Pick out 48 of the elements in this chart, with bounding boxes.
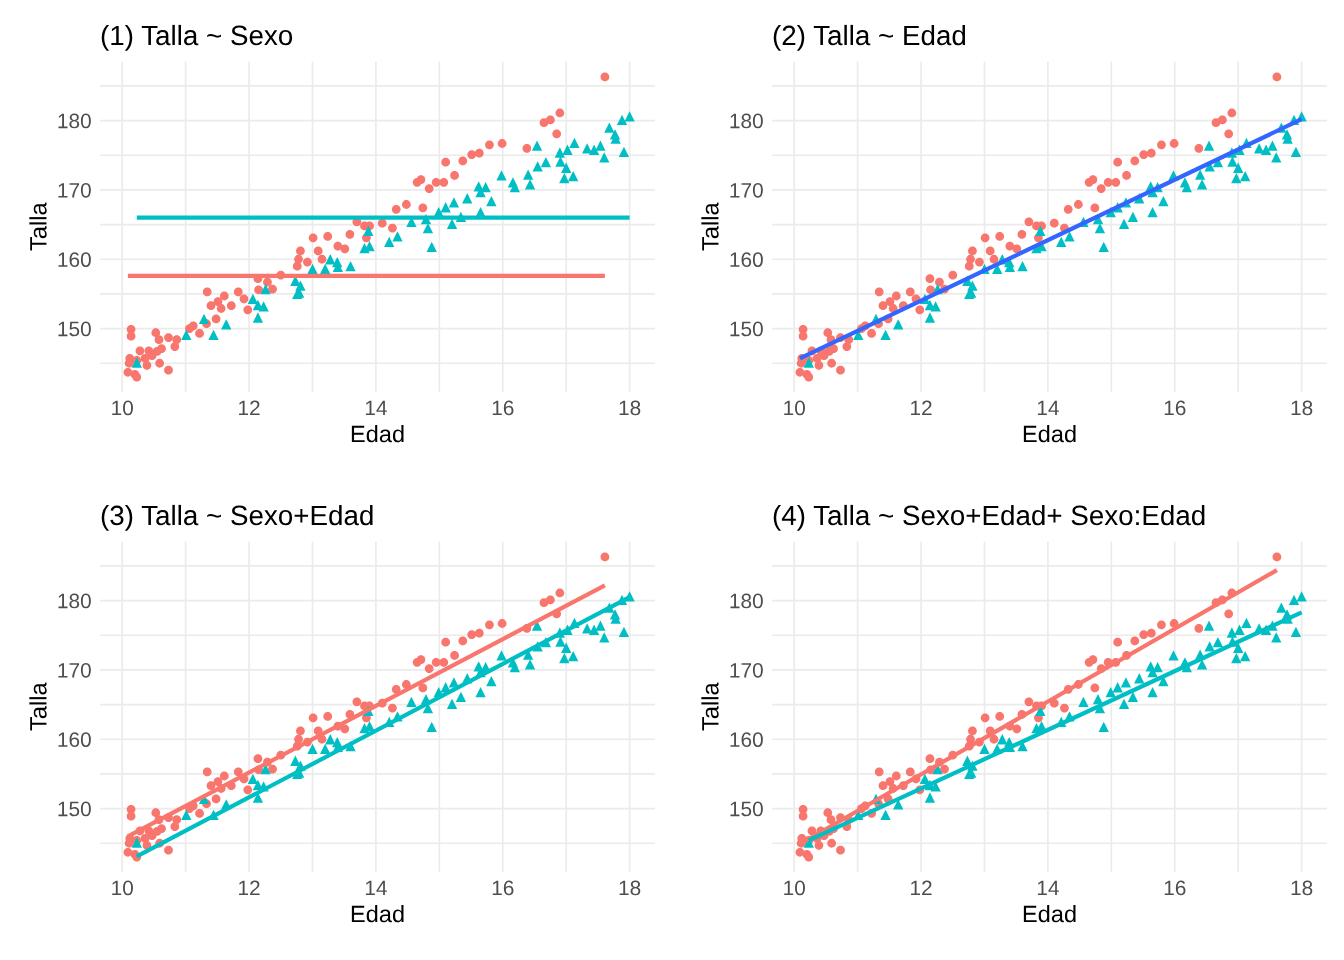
x-axis-title: Edad bbox=[351, 904, 404, 923]
y-tick-label: 160 bbox=[58, 732, 91, 748]
x-tick-label: 10 bbox=[112, 880, 133, 896]
x-tick-label: 10 bbox=[112, 400, 133, 416]
y-tick-label: 180 bbox=[730, 113, 763, 129]
x-tick-label: 16 bbox=[1164, 880, 1186, 896]
y-tick-label: 170 bbox=[730, 662, 763, 678]
x-tick-label: 10 bbox=[784, 880, 805, 896]
x-axis-title: Edad bbox=[351, 424, 404, 443]
x-tick-label: 12 bbox=[239, 400, 260, 416]
x-tick-label: 18 bbox=[619, 880, 641, 896]
y-tick-label: 150 bbox=[58, 321, 91, 337]
y-tick-label: 170 bbox=[58, 182, 91, 198]
chart-title: (4) Talla ~ Sexo+Edad+ Sexo:Edad bbox=[773, 504, 1205, 531]
x-tick-label: 14 bbox=[1037, 880, 1059, 896]
y-tick-label: 160 bbox=[730, 252, 763, 268]
chart-title: (2) Talla ~ Edad bbox=[773, 24, 966, 51]
y-tick-label: 150 bbox=[730, 801, 763, 817]
x-tick-label: 16 bbox=[1164, 400, 1186, 416]
x-axis-title: Edad bbox=[1023, 424, 1076, 443]
y-axis-title: Talla bbox=[701, 202, 719, 251]
x-tick-label: 14 bbox=[365, 880, 387, 896]
y-axis-title: Talla bbox=[29, 682, 47, 731]
x-tick-label: 18 bbox=[1291, 400, 1313, 416]
y-axis-title: Talla bbox=[701, 682, 719, 731]
x-tick-label: 14 bbox=[1037, 400, 1059, 416]
x-tick-label: 16 bbox=[492, 880, 514, 896]
chart-title: (1) Talla ~ Sexo bbox=[101, 24, 293, 51]
y-tick-label: 150 bbox=[730, 321, 763, 337]
x-tick-label: 12 bbox=[911, 400, 932, 416]
y-tick-label: 180 bbox=[730, 593, 763, 609]
y-tick-label: 160 bbox=[58, 252, 91, 268]
y-tick-label: 150 bbox=[58, 801, 91, 817]
x-tick-label: 12 bbox=[239, 880, 260, 896]
x-tick-label: 14 bbox=[365, 400, 387, 416]
x-tick-label: 16 bbox=[492, 400, 514, 416]
y-tick-label: 170 bbox=[730, 182, 763, 198]
x-tick-label: 18 bbox=[1291, 880, 1313, 896]
x-tick-label: 12 bbox=[911, 880, 932, 896]
chart-title: (3) Talla ~ Sexo+Edad bbox=[101, 504, 373, 531]
y-tick-label: 180 bbox=[58, 113, 91, 129]
y-tick-label: 170 bbox=[58, 662, 91, 678]
x-axis-title: Edad bbox=[1023, 904, 1076, 923]
x-tick-label: 10 bbox=[784, 400, 805, 416]
y-tick-label: 160 bbox=[730, 732, 763, 748]
x-tick-label: 18 bbox=[619, 400, 641, 416]
y-axis-title: Talla bbox=[29, 202, 47, 251]
y-tick-label: 180 bbox=[58, 593, 91, 609]
